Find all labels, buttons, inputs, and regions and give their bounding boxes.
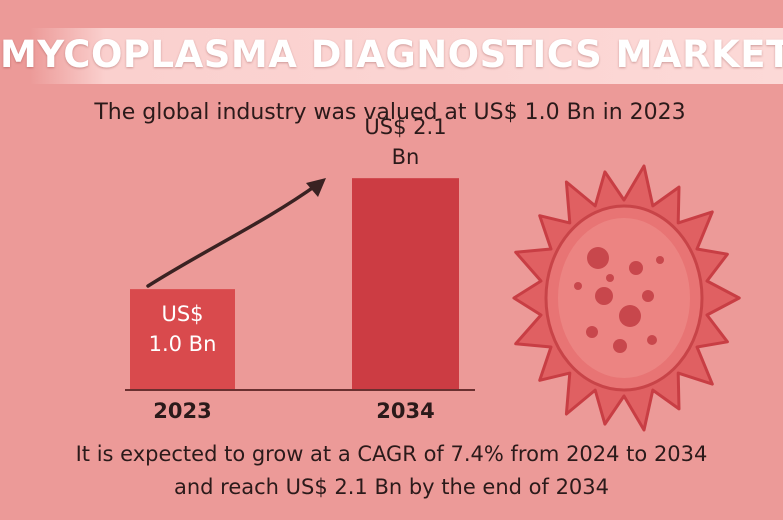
- data-label-2023-line-2: 1.0 Bn: [149, 332, 217, 356]
- data-label-2034-line-1: US$ 2.1: [364, 115, 446, 139]
- bar-2023: [130, 289, 235, 390]
- mycoplasma-cell-icon: [512, 164, 741, 432]
- bar-2034: [352, 178, 459, 390]
- title-band: [30, 28, 783, 84]
- footer-line-1: It is expected to grow at a CAGR of 7.4%…: [75, 442, 708, 466]
- x-tick-label-2023: 2023: [153, 399, 211, 423]
- page-subtitle: The global industry was valued at US$ 1.…: [94, 100, 686, 125]
- trend-arrow-icon: [146, 178, 326, 288]
- footer-line-2: and reach US$ 2.1 Bn by the end of 2034: [173, 475, 610, 499]
- data-label-2023-line-1: US$: [161, 302, 203, 326]
- data-label-2034-line-2: Bn: [392, 145, 420, 169]
- x-tick-label-2034: 2034: [376, 399, 434, 423]
- footer-text: It is expected to grow at a CAGR of 7.4%…: [0, 438, 783, 504]
- page-title: MYCOPLASMA DIAGNOSTICS MARKET: [0, 33, 783, 76]
